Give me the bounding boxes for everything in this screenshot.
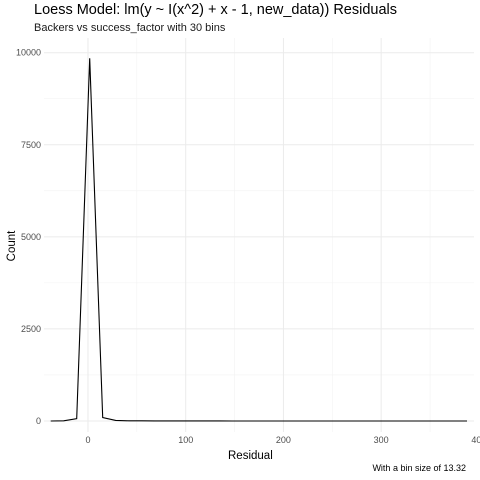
chart-subtitle: Backers vs success_factor with 30 bins (34, 22, 226, 34)
y-tick-label: 2500 (21, 324, 41, 334)
x-tick-label: 0 (85, 435, 90, 445)
minor-gridlines (44, 38, 474, 432)
x-tick-label: 300 (374, 435, 389, 445)
x-tick-label: 400 (471, 435, 480, 445)
axis-tick-labels: 0 100 200 300 400 0 2500 5000 7500 10000 (16, 48, 480, 445)
y-tick-label: 10000 (16, 48, 41, 58)
chart-caption: With a bin size of 13.32 (372, 463, 466, 473)
chart-title: Loess Model: lm(y ~ I(x^2) + x - 1, new_… (34, 2, 398, 18)
y-tick-label: 5000 (21, 232, 41, 242)
y-tick-label: 7500 (21, 140, 41, 150)
major-gridlines (44, 38, 474, 432)
x-tick-label: 200 (276, 435, 291, 445)
x-tick-label: 100 (178, 435, 193, 445)
x-axis-label: Residual (228, 450, 273, 462)
y-axis-label: Count (6, 230, 18, 262)
residual-frequency-line (50, 58, 467, 422)
y-tick-label: 0 (36, 416, 41, 426)
